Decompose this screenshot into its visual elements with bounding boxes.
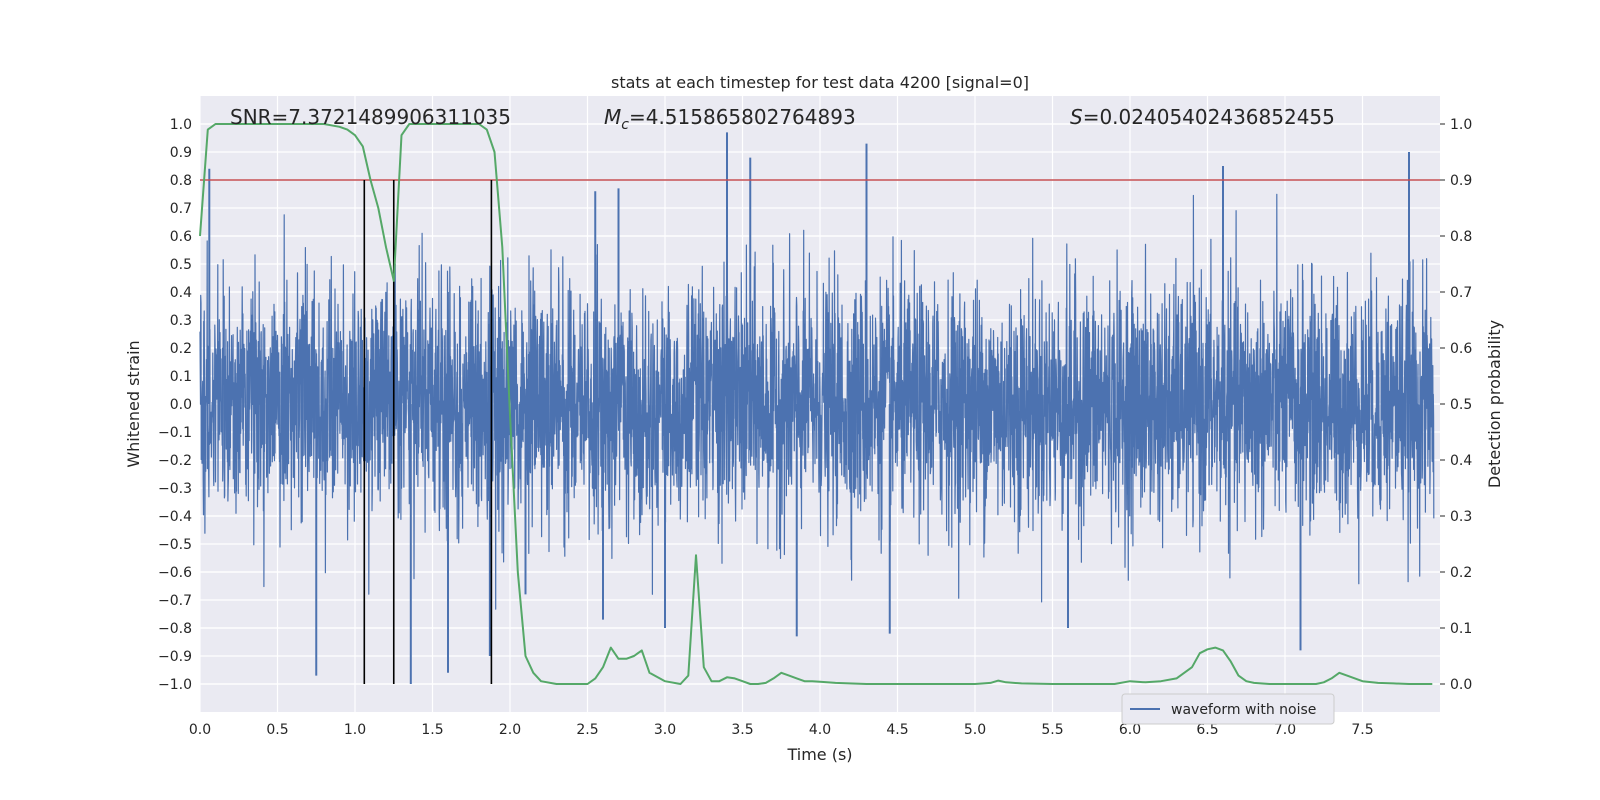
y-tick-label: 0.9 — [170, 145, 192, 161]
y2-axis-ticks: 1.0 0.9 0.8 0.7 0.6 0.5 0.4 0.3 0.2 0.1 0.0 — [1440, 117, 1472, 693]
chirp-mass-annotation: Mc=4.515865802764893 — [604, 105, 856, 133]
s-symbol: S — [1070, 105, 1083, 129]
y2-tick-label: 0.1 — [1450, 621, 1472, 637]
legend-box — [1121, 693, 1335, 725]
x-tick-label: 0.5 — [266, 722, 288, 738]
y-tick-label: −1.0 — [158, 677, 192, 693]
y-axis-label: Whitened strain — [124, 340, 143, 467]
y-tick-label: 0.6 — [170, 229, 192, 245]
y2-tick-label: 0.9 — [1450, 173, 1472, 189]
x-axis-label: Time (s) — [786, 745, 852, 764]
x-tick-label: 4.5 — [886, 722, 908, 738]
y-tick-label: 0.3 — [170, 313, 192, 329]
x-tick-label: 1.5 — [421, 722, 443, 738]
x-axis-ticks: 0.0 0.5 1.0 1.5 2.0 2.5 3.0 3.5 4.0 4.5 5.0 5.5 6.0 6… — [189, 722, 1374, 738]
legend-label: waveform with noise — [1171, 702, 1316, 718]
y2-tick-label: 1.0 — [1450, 117, 1472, 133]
chart-title: stats at each timestep for test data 420… — [611, 73, 1029, 92]
snr-annotation: SNR=7.3721489906311035 — [230, 105, 511, 129]
y-tick-label: 0.2 — [170, 341, 192, 357]
y-tick-label: 0.7 — [170, 201, 192, 217]
y2-tick-label: 0.7 — [1450, 285, 1472, 301]
x-tick-label: 6.5 — [1196, 722, 1218, 738]
y-tick-label: 1.0 — [170, 117, 192, 133]
x-tick-label: 3.0 — [654, 722, 676, 738]
s-value: =0.02405402436852455 — [1083, 105, 1335, 129]
y2-tick-label: 0.6 — [1450, 341, 1472, 357]
y2-tick-label: 0.4 — [1450, 453, 1472, 469]
y-tick-label: 0.8 — [170, 173, 192, 189]
chirp-mass-subscript: c — [621, 117, 629, 133]
y-tick-label: −0.1 — [158, 425, 192, 441]
s-annotation: S=0.02405402436852455 — [1070, 105, 1335, 129]
y-tick-label: 0.1 — [170, 369, 192, 385]
x-tick-label: 2.5 — [576, 722, 598, 738]
y-axis-ticks: 1.0 0.9 0.8 0.7 0.6 0.5 0.4 0.3 0.2 0.1 0.0 −0.1 −0.… — [158, 117, 192, 693]
y-tick-label: 0.0 — [170, 397, 192, 413]
y2-tick-label: 0.8 — [1450, 229, 1472, 245]
x-tick-label: 4.0 — [809, 722, 831, 738]
y-tick-label: −0.9 — [158, 649, 192, 665]
y-tick-label: −0.7 — [158, 593, 192, 609]
y-tick-label: −0.2 — [158, 453, 192, 469]
y-tick-label: −0.3 — [158, 481, 192, 497]
y2-tick-label: 0.0 — [1450, 677, 1472, 693]
y-tick-label: −0.4 — [158, 509, 192, 525]
x-tick-label: 7.0 — [1274, 722, 1296, 738]
x-tick-label: 3.5 — [731, 722, 753, 738]
y2-axis-label: Detection probability — [1485, 320, 1504, 488]
x-tick-label: 0.0 — [189, 722, 211, 738]
x-tick-label: 5.0 — [964, 722, 986, 738]
y2-tick-label: 0.3 — [1450, 509, 1472, 525]
y-tick-label: 0.4 — [170, 285, 192, 301]
chirp-mass-value: =4.515865802764893 — [629, 105, 856, 129]
x-tick-label: 7.5 — [1351, 722, 1373, 738]
legend: waveform with noise — [1121, 693, 1335, 725]
chirp-mass-symbol: M — [604, 105, 621, 129]
x-tick-label: 1.0 — [344, 722, 366, 738]
detection-probability-line — [199, 123, 1433, 685]
x-tick-label: 6.0 — [1119, 722, 1141, 738]
x-tick-label: 2.0 — [499, 722, 521, 738]
y-tick-label: −0.5 — [158, 537, 192, 553]
y-tick-label: −0.6 — [158, 565, 192, 581]
plot-series — [199, 123, 1440, 685]
y2-tick-label: 0.2 — [1450, 565, 1472, 581]
x-tick-label: 5.5 — [1041, 722, 1063, 738]
y-tick-label: 0.5 — [170, 257, 192, 273]
waveform-with-noise-line — [199, 193, 1435, 610]
y2-tick-label: 0.5 — [1450, 397, 1472, 413]
y-tick-label: −0.8 — [158, 621, 192, 637]
